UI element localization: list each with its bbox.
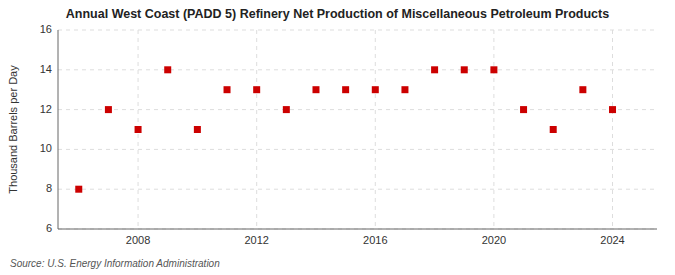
grid-line-y xyxy=(58,229,657,230)
data-point xyxy=(164,66,171,73)
data-point xyxy=(550,126,557,133)
data-point xyxy=(253,86,260,93)
x-tick-label: 2012 xyxy=(244,234,268,246)
grid-line-y xyxy=(58,30,657,31)
grid-line-x xyxy=(612,30,613,229)
y-tick-label: 10 xyxy=(40,142,52,154)
grid-line-x xyxy=(375,30,376,229)
data-point xyxy=(135,126,142,133)
grid-line-y xyxy=(58,149,657,150)
source-note: Source: U.S. Energy Information Administ… xyxy=(10,258,220,269)
data-point xyxy=(461,66,468,73)
grid-line-y xyxy=(58,189,657,190)
x-tick-label: 2008 xyxy=(126,234,150,246)
data-point xyxy=(579,86,586,93)
grid xyxy=(58,30,657,229)
data-point xyxy=(372,86,379,93)
data-point xyxy=(520,106,527,113)
data-point xyxy=(431,66,438,73)
data-point xyxy=(609,106,616,113)
x-axis-line xyxy=(58,229,657,230)
chart-container: 6 8 10 12 14 16 2008 2012 2016 2020 2024 Annual Wes… xyxy=(0,0,675,275)
data-point xyxy=(283,106,290,113)
grid-line-x xyxy=(493,30,494,229)
x-tick-label: 2020 xyxy=(482,234,506,246)
data-point xyxy=(224,86,231,93)
grid-line-x xyxy=(256,30,257,229)
y-tick-label: 14 xyxy=(40,63,52,75)
data-point xyxy=(312,86,319,93)
chart-svg: 6 8 10 12 14 16 2008 2012 2016 2020 2024 Annual Wes… xyxy=(0,0,675,275)
points xyxy=(75,66,616,192)
tick-labels: 6 8 10 12 14 16 2008 2012 2016 2020 2024 xyxy=(40,23,625,246)
y-tick-label: 8 xyxy=(46,182,52,194)
chart-title: Annual West Coast (PADD 5) Refinery Net … xyxy=(66,7,609,21)
data-point xyxy=(194,126,201,133)
data-point xyxy=(105,106,112,113)
y-tick-label: 6 xyxy=(46,222,52,234)
x-tick-label: 2024 xyxy=(600,234,624,246)
data-point xyxy=(490,66,497,73)
y-tick-label: 12 xyxy=(40,103,52,115)
data-point xyxy=(342,86,349,93)
y-tick-label: 16 xyxy=(40,23,52,35)
data-point xyxy=(401,86,408,93)
grid-line-y xyxy=(58,109,657,110)
x-tick-label: 2016 xyxy=(363,234,387,246)
y-axis-line xyxy=(58,30,59,229)
grid-line-y xyxy=(58,69,657,70)
y-axis-label: Thousand Barrels per Day xyxy=(7,65,19,194)
data-point xyxy=(75,186,82,193)
